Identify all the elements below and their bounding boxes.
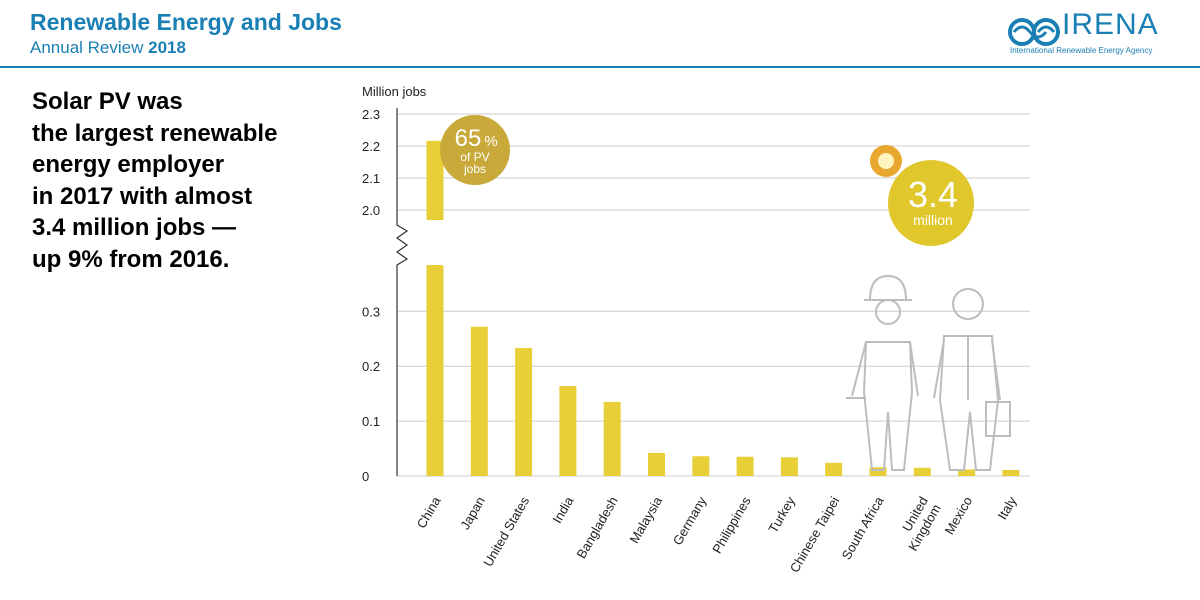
x-tick-label: Italy — [995, 494, 1020, 523]
bar — [825, 462, 843, 476]
total-jobs-value: 3.4 — [908, 174, 958, 215]
y-axis-label: Million jobs — [362, 84, 427, 99]
x-tick-label-line: Japan — [457, 494, 488, 532]
y-tick-label: 0.1 — [362, 414, 380, 429]
page-title: Renewable Energy and Jobs — [30, 9, 342, 35]
total-jobs-badge — [888, 160, 974, 246]
worker-illustration-icon — [846, 274, 1011, 471]
x-tick-label-line: China — [414, 493, 444, 531]
hard-hat-icon — [864, 274, 912, 301]
logo-name: IRENA — [1062, 8, 1159, 41]
x-tick-label: Germany — [670, 494, 710, 548]
bar — [736, 456, 754, 476]
x-tick-label: Bangladesh — [573, 494, 620, 561]
bar — [559, 385, 577, 476]
china-share-caption: jobs — [463, 162, 486, 176]
bar — [515, 348, 533, 476]
axis-break-gap — [423, 224, 447, 268]
logo-tagline: International Renewable Energy Agency — [1010, 46, 1153, 55]
x-tick-label-line: United States — [480, 494, 532, 570]
bar — [1002, 469, 1020, 476]
bar — [426, 140, 444, 220]
x-tick-label: India — [549, 493, 576, 526]
x-tick-label: United States — [480, 494, 532, 570]
header-divider — [0, 66, 1200, 68]
headline: Solar PV was the largest renewable energ… — [32, 86, 332, 275]
y-tick-label: 2.3 — [362, 107, 380, 122]
headline-line: 3.4 million jobs — — [32, 214, 237, 241]
x-tick-label-line: South Africa — [839, 493, 887, 562]
headline-line: in 2017 with almost — [32, 182, 253, 210]
x-tick-label: South Africa — [839, 493, 887, 562]
x-tick-label-line: Philippines — [709, 494, 754, 556]
y-tick-label: 0.3 — [362, 304, 380, 319]
china-share-sign: % — [484, 133, 497, 150]
sun-icon-core — [878, 153, 894, 169]
briefcase-icon — [985, 401, 1011, 437]
china-share-caption: of PV — [460, 150, 489, 164]
bar — [470, 326, 488, 476]
x-tick-label: Turkey — [765, 494, 798, 536]
bar-lower-segment — [426, 265, 444, 476]
bar — [692, 456, 710, 476]
x-tick-label: Mexico — [942, 494, 976, 537]
x-tick-label: China — [414, 493, 444, 531]
bar — [958, 469, 976, 476]
x-tick-label-line: Germany — [670, 494, 710, 548]
x-tick-label-line: Turkey — [765, 494, 798, 536]
bar — [780, 457, 798, 476]
x-tick-label: Malaysia — [626, 493, 665, 546]
worker-head — [875, 299, 901, 325]
page-subtitle: Annual Review 2018 — [30, 38, 186, 58]
headline-line: Solar PV was — [32, 88, 183, 115]
subtitle-text: Annual Review — [30, 38, 144, 57]
total-jobs-unit: million — [913, 212, 953, 228]
x-tick-label: Philippines — [709, 494, 754, 556]
x-tick-label: Japan — [457, 494, 488, 532]
x-tick-label-line: India — [549, 493, 576, 526]
y-axis-line — [395, 108, 409, 476]
y-tick-label: 2.0 — [362, 203, 380, 218]
china-share-badge — [440, 115, 510, 185]
x-tick-label-line: Italy — [995, 494, 1020, 523]
bar — [913, 467, 931, 476]
y-tick-label: 2.2 — [362, 139, 380, 154]
bar — [648, 452, 665, 476]
x-tick-label: UnitedKingdom — [892, 494, 944, 553]
y-tick-label: 2.1 — [362, 171, 380, 186]
headline-line: energy employer — [32, 151, 225, 178]
china-share-value: 65 — [455, 125, 482, 152]
bar — [869, 467, 887, 476]
x-tick-label-line: Mexico — [942, 494, 976, 537]
irena-logo-icon — [1008, 18, 1060, 46]
headline-line: the largest renewable — [32, 119, 278, 147]
subtitle-year: 2018 — [148, 38, 186, 57]
worker-overalls — [862, 341, 914, 471]
engineer-head — [952, 288, 984, 320]
x-tick-label-line: Bangladesh — [573, 494, 620, 561]
engineer-lines — [933, 336, 1001, 401]
headline-line: up 9% from 2016. — [32, 245, 230, 273]
worker-arms — [846, 341, 919, 399]
y-tick-label: 0.2 — [362, 359, 380, 374]
y-tick-label: 0 — [362, 469, 369, 484]
bar — [603, 401, 621, 476]
x-tick-label-line: Malaysia — [626, 493, 665, 546]
